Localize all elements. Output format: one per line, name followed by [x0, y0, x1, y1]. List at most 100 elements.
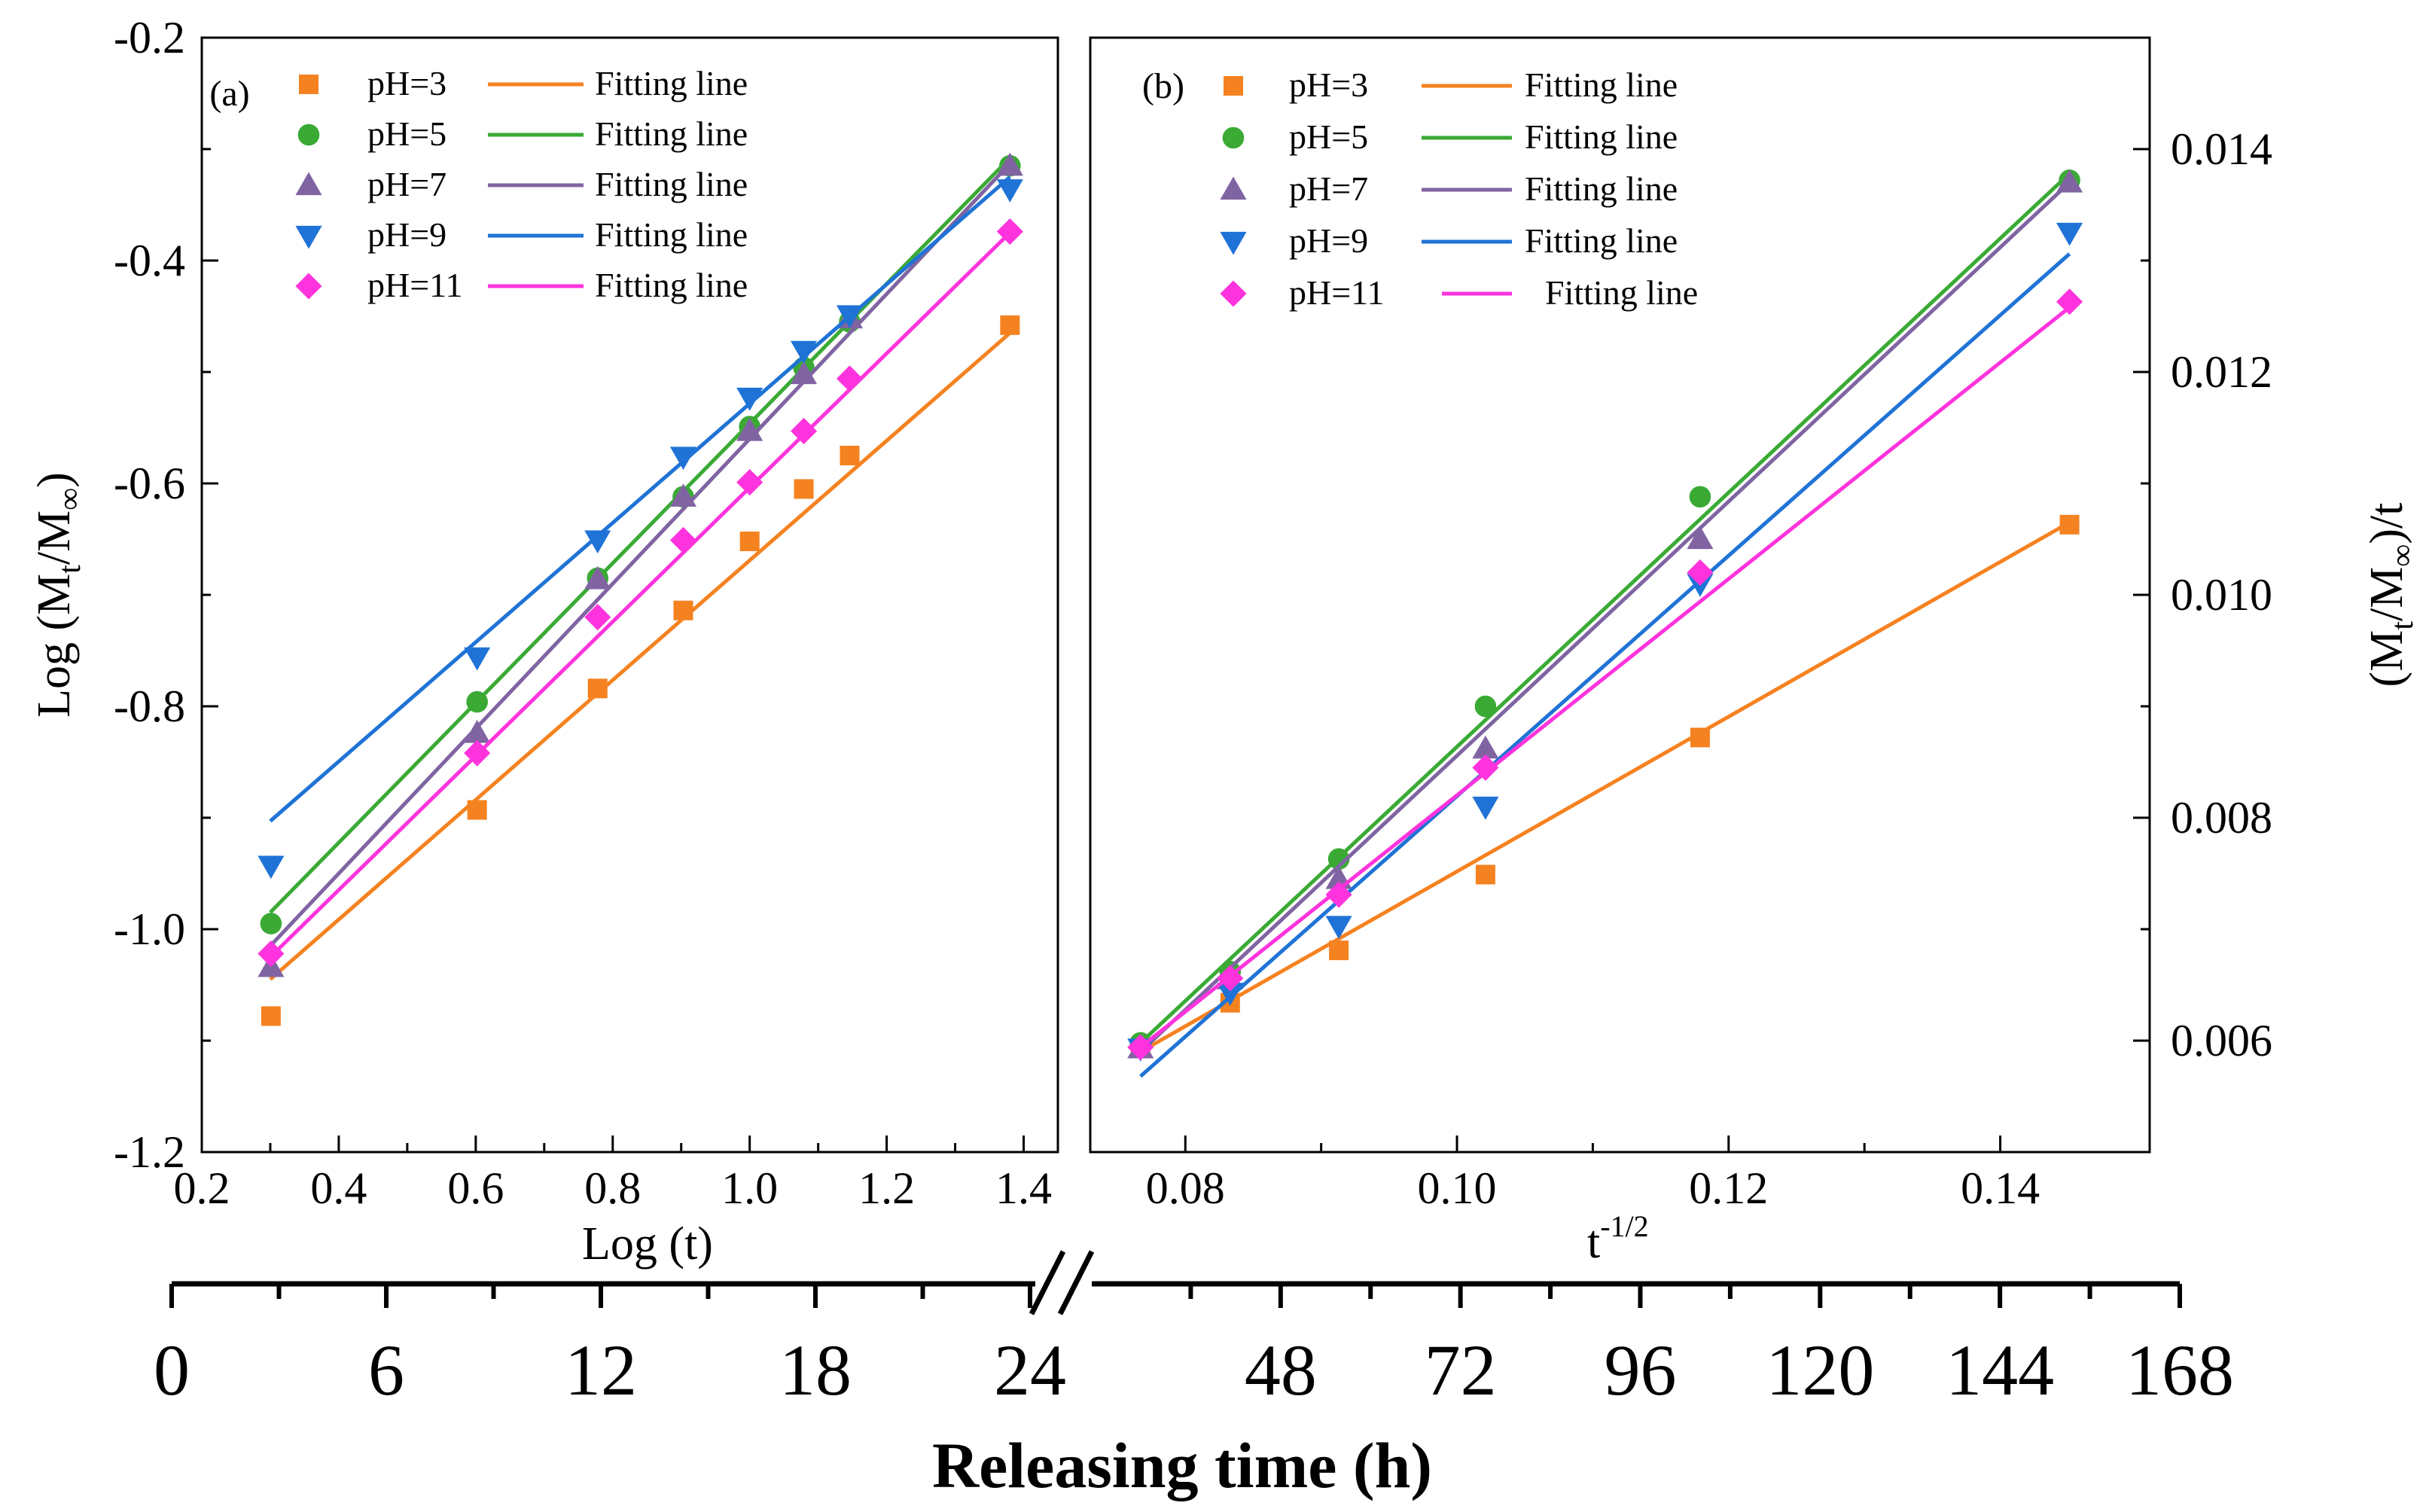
panel-b-legend-label: pH=5 — [1289, 117, 1368, 156]
panel-a-data-point — [794, 479, 814, 498]
panel-a-data-point — [1000, 316, 1019, 335]
panel-b-data-point — [1687, 559, 1713, 586]
panel-a-ytick-label: -0.8 — [114, 681, 185, 731]
panel-b-legend-marker — [1220, 176, 1246, 200]
panel-b-data-point — [1475, 696, 1497, 718]
time-axis-tick-label: 24 — [994, 1330, 1066, 1410]
panel-a-legend-label: pH=5 — [367, 114, 446, 153]
panel-a-legend-fit-label: Fitting line — [595, 114, 748, 153]
panel-b-xtick-label: 0.14 — [1961, 1163, 2040, 1213]
panel-b-ytick-label: 0.012 — [2171, 347, 2272, 397]
panel-a-data-point — [673, 601, 693, 620]
panel-a-ytick-label: -0.6 — [114, 459, 185, 508]
panel-b-legend-fit-label: Fitting line — [1545, 273, 1698, 312]
panel-a-data-point — [258, 940, 284, 967]
panel-a-data-point — [670, 447, 696, 470]
panel-b-data-point — [1476, 864, 1495, 884]
panel-a-xtick-label: 0.6 — [447, 1163, 504, 1213]
panel-b-data-point — [1690, 727, 1710, 747]
panel-b-fit-line — [1141, 182, 2070, 1051]
panel-a-legend-marker — [295, 273, 322, 299]
panel-a-data-point — [468, 800, 487, 820]
panel-a-series — [258, 218, 1023, 967]
panel-b-xtick-label: 0.08 — [1146, 1163, 1225, 1213]
time-axis-tick-label: 168 — [2126, 1330, 2234, 1410]
panel-b-ytick-label: 0.008 — [2171, 793, 2272, 843]
panel-a-xtick-label: 1.4 — [995, 1163, 1052, 1213]
panel-a-data-point — [740, 532, 760, 551]
panel-b-legend-marker — [1220, 232, 1246, 255]
panel-a-legend-fit-label: Fitting line — [595, 165, 748, 203]
panel-b-data-point — [1690, 486, 1711, 508]
panel-b-xlabel: t-1/2 — [1587, 1209, 1649, 1268]
panel-a-data-point — [261, 1006, 281, 1026]
panel-a-data-point — [464, 648, 490, 671]
time-axis-title: Releasing time (h) — [932, 1429, 1432, 1501]
panel-a-data-point — [466, 691, 488, 713]
releasing-time-axis: 0 6 12 18 24 48 72 96 120 144 168Releasing time (h… — [154, 1251, 2234, 1501]
axis-break-symbol — [1032, 1251, 1092, 1314]
panel-a-legend-label: pH=11 — [367, 266, 462, 304]
panel-b-series — [1131, 515, 2080, 1059]
panel-b-series — [1127, 288, 2083, 1060]
panel-a-legend-marker — [299, 75, 318, 94]
panel-a-xtick-label: 1.0 — [721, 1163, 778, 1213]
panel-a-plot: 0.2 0.4 0.6 0.8 1.0 1.2 1.4 -1.2 -1.0 -0.8 -0.6 -0.… — [29, 13, 1058, 1270]
panel-a-ytick-label: -1.2 — [114, 1127, 185, 1177]
panel-b-fit-line — [1141, 523, 2070, 1052]
panel-b-xtick-label: 0.10 — [1418, 1163, 1497, 1213]
panel-a-data-point — [261, 913, 282, 934]
panel-a-legend-marker — [298, 124, 320, 146]
time-axis-tick-label: 72 — [1425, 1330, 1497, 1410]
figure: 0.2 0.4 0.6 0.8 1.0 1.2 1.4-1.2-1.0-0.8-0.6-0.… — [0, 0, 2429, 1512]
panel-b-ytick-label: 0.014 — [2171, 124, 2272, 174]
panel-a-data-point — [840, 446, 859, 465]
panel-b-data-point — [1472, 797, 1498, 820]
panel-a-xtick-label: 1.2 — [858, 1163, 915, 1213]
panel-b-legend-fit-label: Fitting line — [1525, 117, 1678, 156]
panel-b-fit-line — [1141, 307, 2070, 1047]
panel-b-data-point — [2056, 223, 2083, 246]
panel-a-fit-line — [270, 233, 1010, 957]
panel-b-legend-label: pH=3 — [1289, 66, 1368, 104]
panel-b-legend-marker — [1223, 127, 1245, 149]
panel-b-ytick-label: 0.010 — [2171, 570, 2272, 620]
panel-a-legend-marker — [295, 172, 322, 195]
panel-a-legend-label: pH=9 — [367, 215, 446, 254]
panel-a-data-point — [464, 720, 490, 743]
panel-a-data-point — [997, 179, 1023, 203]
panel-a-data-point — [791, 418, 817, 444]
panel-a-data-point — [736, 388, 763, 411]
panel-b-legend-fit-label: Fitting line — [1525, 169, 1678, 208]
panel-b-legend-fit-label: Fitting line — [1525, 221, 1678, 260]
panel-b-data-point — [1329, 940, 1349, 960]
panel-a-tag: (a) — [209, 74, 249, 114]
panel-b-data-point — [2060, 515, 2080, 535]
panel-b-legend-marker — [1224, 76, 1243, 96]
panel-b-ylabel: (Mt/M∞)/t — [2361, 503, 2420, 687]
panel-a-ytick-label: -0.2 — [114, 13, 185, 62]
panel-a-ylabel: Log (Mt/M∞) — [29, 472, 87, 718]
panel-a-legend-marker — [295, 226, 322, 249]
panel-b-legend-marker — [1220, 280, 1246, 306]
panel-a-data-point — [588, 678, 608, 698]
panel-a-legend-fit-label: Fitting line — [595, 266, 748, 304]
time-axis-tick-label: 12 — [565, 1330, 637, 1410]
panel-a-data-point — [258, 855, 284, 879]
panel-a-ytick-label: -1.0 — [114, 904, 185, 954]
panel-b-legend-label: pH=7 — [1289, 169, 1368, 208]
panel-a-legend-label: pH=3 — [367, 64, 446, 102]
time-axis-tick-label: 96 — [1605, 1330, 1677, 1410]
panel-a-data-point — [670, 527, 696, 553]
panel-a-legend-fit-label: Fitting line — [595, 64, 748, 102]
panel-b-legend-fit-label: Fitting line — [1525, 66, 1678, 104]
panel-b-ytick-label: 0.006 — [2171, 1016, 2272, 1065]
panel-b-series — [1127, 223, 2083, 1077]
panel-a-xlabel: Log (t) — [582, 1218, 713, 1270]
panel-a-ytick-label: -0.4 — [114, 236, 185, 285]
panel-a-data-point — [837, 365, 863, 392]
panel-a-data-point — [736, 469, 763, 495]
time-axis-tick-label: 48 — [1245, 1330, 1317, 1410]
time-axis-tick-label: 6 — [368, 1330, 404, 1410]
panel-a-frame — [202, 38, 1058, 1152]
